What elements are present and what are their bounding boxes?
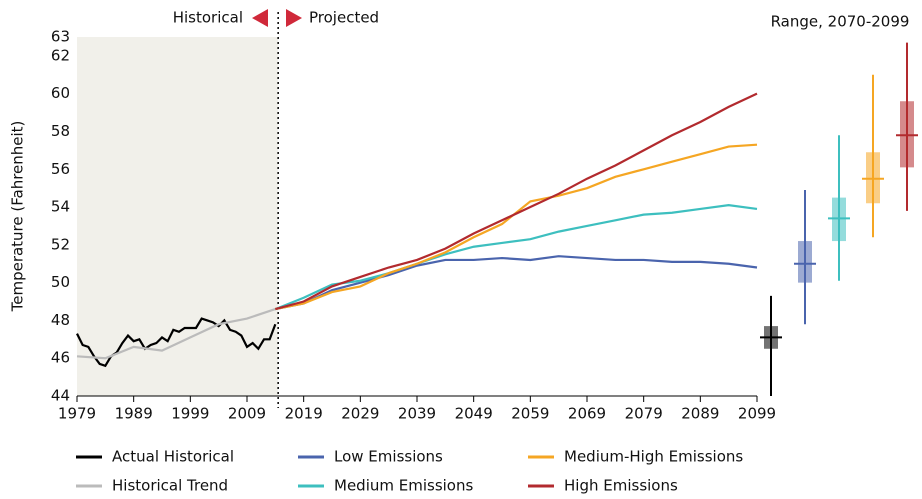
y-tick-label: 63 (51, 28, 70, 46)
x-tick-label: 2069 (568, 405, 606, 423)
series-line (274, 204, 758, 311)
left-arrow (252, 9, 268, 27)
x-tick-label: 2079 (625, 405, 663, 423)
y-axis-label: Temperature (Fahrenheit) (9, 121, 27, 313)
range-box (798, 241, 812, 283)
y-tick-label: 62 (51, 46, 70, 64)
series-line (275, 143, 758, 311)
projected-label: Projected (309, 9, 379, 27)
legend-label: Medium-High Emissions (564, 448, 743, 466)
right-arrow (286, 9, 302, 27)
y-tick-label: 44 (51, 387, 70, 405)
series-line (275, 255, 758, 311)
range-title: Range, 2070-2099 (771, 13, 910, 31)
legend-label: Low Emissions (334, 448, 443, 466)
legend-label: High Emissions (564, 477, 678, 495)
y-tick-label: 52 (51, 235, 70, 253)
x-tick-label: 1999 (171, 405, 209, 423)
y-tick-label: 48 (51, 311, 70, 329)
historical-label: Historical (173, 9, 243, 27)
y-tick-label: 54 (51, 198, 70, 216)
x-tick-label: 2019 (285, 405, 323, 423)
series-line (76, 317, 277, 368)
x-tick-label: 1989 (115, 405, 153, 423)
legend-label: Historical Trend (112, 477, 228, 495)
x-tick-label: 2059 (511, 405, 549, 423)
x-tick-label: 2039 (398, 405, 436, 423)
y-tick-label: 56 (51, 160, 70, 178)
x-tick-label: 2009 (228, 405, 266, 423)
x-tick-label: 1979 (58, 405, 96, 423)
historical-shade (77, 37, 279, 396)
y-tick-label: 50 (51, 273, 70, 291)
y-tick-label: 58 (51, 122, 70, 140)
legend-label: Actual Historical (112, 448, 234, 466)
x-tick-label: 2099 (738, 405, 776, 423)
legend-label: Medium Emissions (334, 477, 473, 495)
y-tick-label: 60 (51, 84, 70, 102)
y-tick-label: 46 (51, 349, 70, 367)
series-line (76, 308, 276, 360)
series-line (275, 92, 758, 311)
x-tick-label: 2089 (681, 405, 719, 423)
x-tick-label: 2049 (455, 405, 493, 423)
x-tick-label: 2029 (341, 405, 379, 423)
